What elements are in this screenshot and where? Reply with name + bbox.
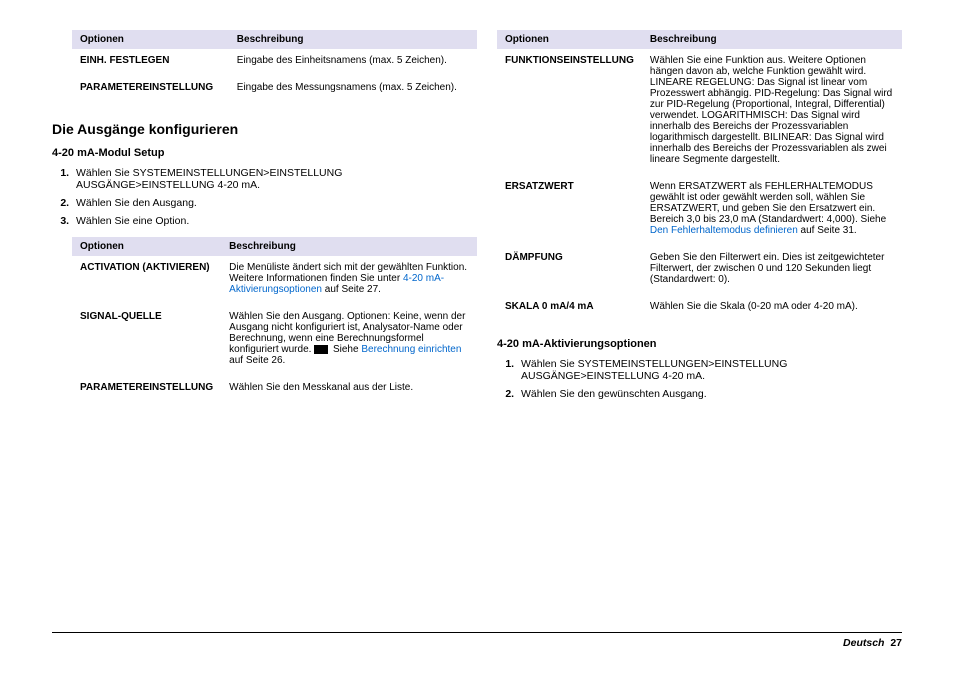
page-footer: Deutsch 27 — [52, 632, 902, 649]
steps-list: Wählen Sie SYSTEMEINSTELLUNGEN>EINSTELLU… — [72, 167, 457, 227]
step-item: Wählen Sie SYSTEMEINSTELLUNGEN>EINSTELLU… — [72, 167, 457, 191]
section-heading: Die Ausgänge konfigurieren — [52, 121, 457, 137]
desc-text: auf Seite 27. — [322, 284, 381, 295]
option-desc: Wählen Sie eine Funktion aus. Weitere Op… — [642, 49, 902, 175]
option-desc: Wählen Sie den Ausgang. Optionen: Keine,… — [221, 305, 477, 376]
col-header-description: Beschreibung — [221, 237, 477, 256]
option-name: FUNKTIONSEINSTELLUNG — [497, 49, 642, 175]
cross-ref-link[interactable]: Berechnung einrichten — [361, 344, 461, 355]
option-name: EINH. FESTLEGEN — [72, 49, 229, 76]
col-header-description: Beschreibung — [229, 30, 477, 49]
options-table-top: Optionen Beschreibung EINH. FESTLEGEN Ei… — [72, 30, 477, 103]
option-desc: Wählen Sie die Skala (0-20 mA oder 4-20 … — [642, 295, 902, 322]
col-header-options: Optionen — [72, 237, 221, 256]
step-item: Wählen Sie den gewünschten Ausgang. — [517, 388, 902, 400]
option-desc: Wählen Sie den Messkanal aus der Liste. — [221, 376, 477, 403]
option-name: ACTIVATION (AKTIVIEREN) — [72, 256, 221, 305]
options-table-main: Optionen Beschreibung ACTIVATION (AKTIVI… — [72, 237, 477, 403]
col-header-description: Beschreibung — [642, 30, 902, 49]
option-name: ERSATZWERT — [497, 175, 642, 246]
footer-page-number: 27 — [890, 637, 902, 649]
desc-text: Wenn ERSATZWERT als FEHLERHALTEMODUS gew… — [650, 181, 886, 225]
option-name: PARAMETEREINSTELLUNG — [72, 376, 221, 403]
option-name: SIGNAL-QUELLE — [72, 305, 221, 376]
option-desc: Geben Sie den Filterwert ein. Dies ist z… — [642, 246, 902, 295]
option-desc: Die Menüliste ändert sich mit der gewähl… — [221, 256, 477, 305]
col-header-options: Optionen — [497, 30, 642, 49]
cross-ref-link[interactable]: Den Fehlerhaltemodus definieren — [650, 225, 798, 236]
table-icon — [314, 345, 328, 354]
desc-text: auf Seite 26. — [229, 355, 285, 366]
desc-text: Siehe — [330, 344, 361, 355]
option-name: PARAMETEREINSTELLUNG — [72, 76, 229, 103]
desc-text: auf Seite 31. — [798, 225, 857, 236]
col-header-options: Optionen — [72, 30, 229, 49]
option-desc: Eingabe des Messungsnamens (max. 5 Zeich… — [229, 76, 477, 103]
step-item: Wählen Sie eine Option. — [72, 215, 457, 227]
footer-language: Deutsch — [843, 637, 884, 649]
option-name: DÄMPFUNG — [497, 246, 642, 295]
step-item: Wählen Sie den Ausgang. — [72, 197, 457, 209]
step-item: Wählen Sie SYSTEMEINSTELLUNGEN>EINSTELLU… — [517, 358, 902, 382]
subsection-heading: 4-20 mA-Aktivierungsoptionen — [497, 338, 902, 350]
steps-list: Wählen Sie SYSTEMEINSTELLUNGEN>EINSTELLU… — [517, 358, 902, 400]
subsection-heading: 4-20 mA-Modul Setup — [52, 147, 457, 159]
options-table-right: Optionen Beschreibung FUNKTIONSEINSTELLU… — [497, 30, 902, 322]
option-desc: Eingabe des Einheitsnamens (max. 5 Zeich… — [229, 49, 477, 76]
option-desc: Wenn ERSATZWERT als FEHLERHALTEMODUS gew… — [642, 175, 902, 246]
option-name: SKALA 0 mA/4 mA — [497, 295, 642, 322]
